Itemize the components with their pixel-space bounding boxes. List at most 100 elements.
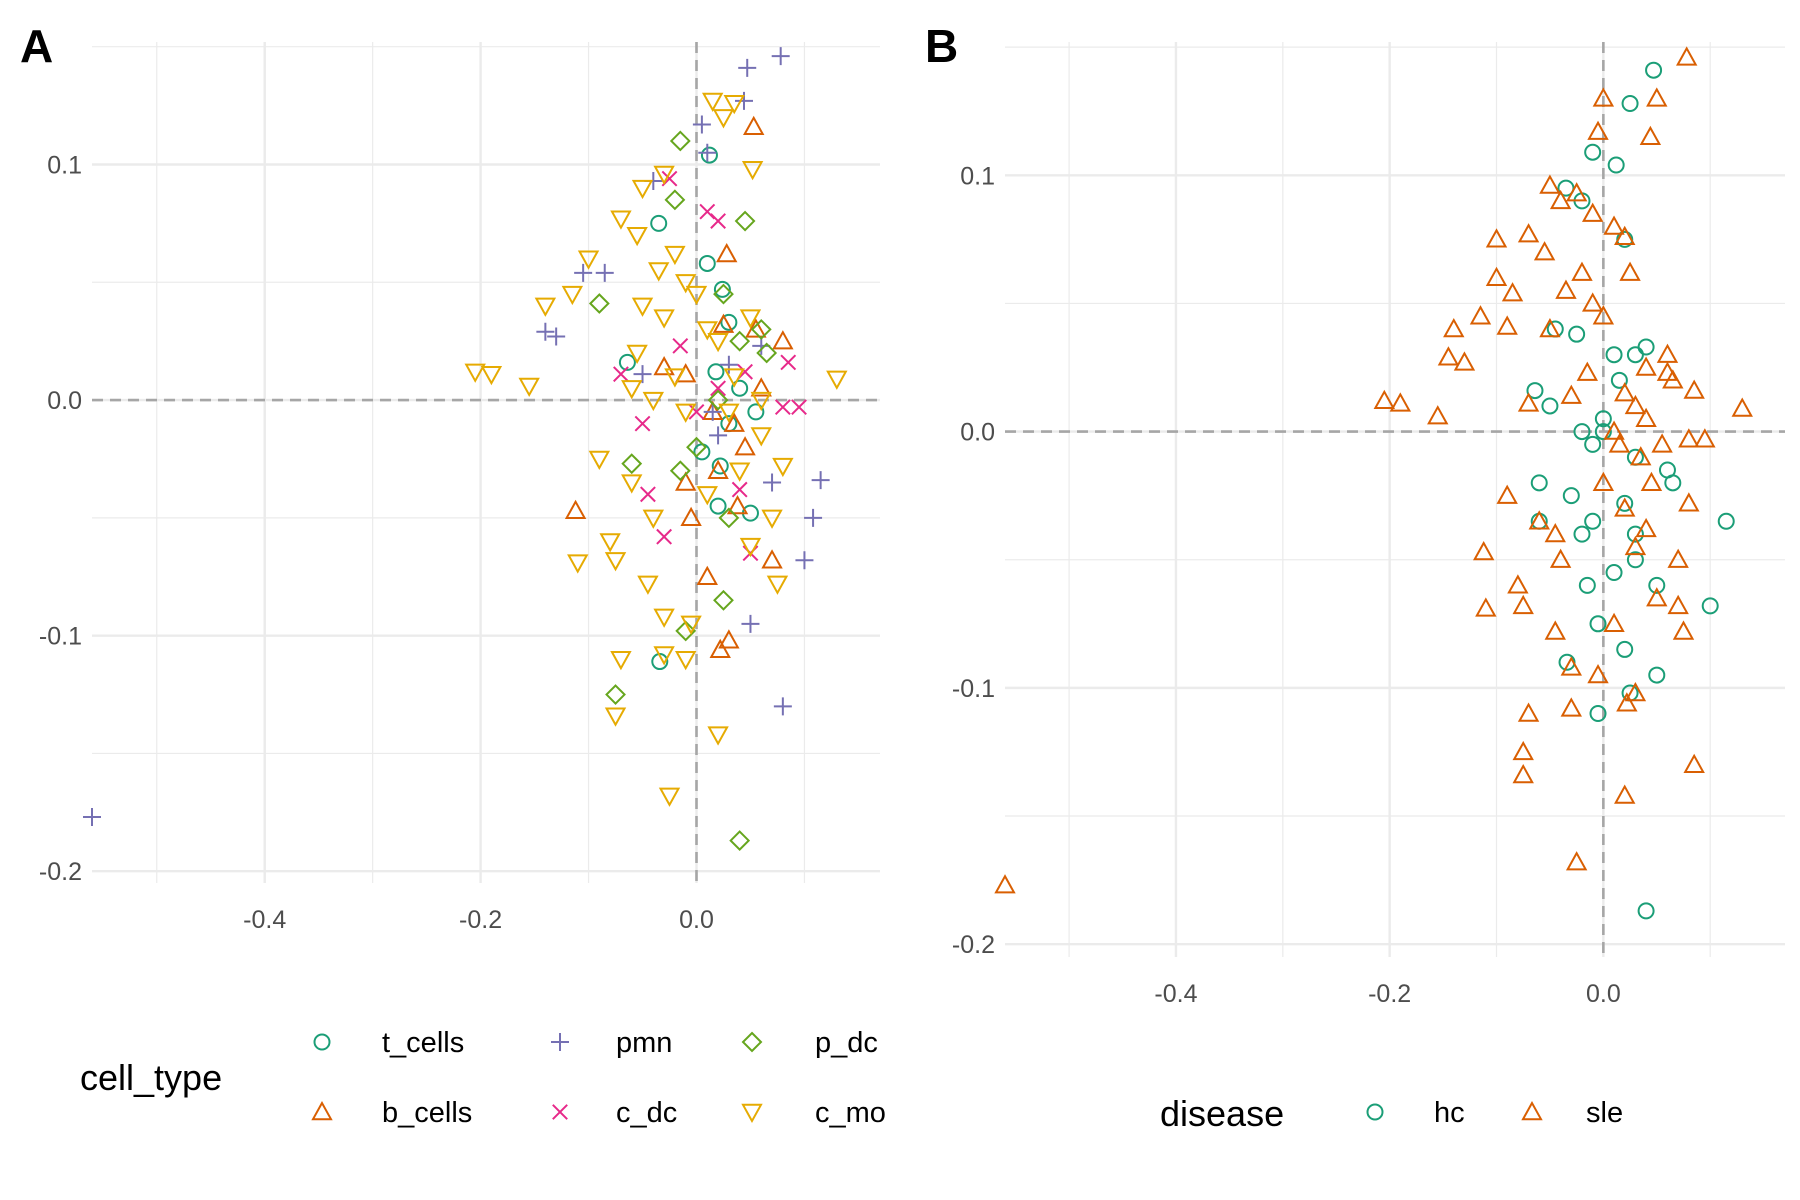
data-point-b-cells <box>743 115 765 136</box>
data-point-sle <box>1539 174 1561 194</box>
data-point-c-mo <box>718 403 740 423</box>
x-tick-label: -0.2 <box>459 906 502 934</box>
data-point-c-mo <box>648 262 670 282</box>
data-point-p-dc <box>718 507 740 529</box>
data-point-sle <box>1603 215 1625 235</box>
data-point-sle <box>1373 389 1396 410</box>
data-point-pmn <box>795 551 814 570</box>
data-point-sle <box>1389 392 1412 412</box>
data-point-sle <box>1667 548 1689 568</box>
data-point-hc <box>1607 156 1625 174</box>
data-point-c-mo <box>658 787 681 807</box>
data-point-c-mo <box>739 537 762 558</box>
data-point-t-cells <box>650 214 668 232</box>
data-point-p-dc <box>729 330 751 352</box>
data-point-b-cells <box>726 495 749 515</box>
data-point-sle <box>1549 189 1572 210</box>
data-point-c-mo <box>701 92 724 112</box>
data-point-t-cells <box>731 379 749 397</box>
data-point-c-mo <box>653 165 675 185</box>
legend-key-t-cells <box>313 1033 331 1051</box>
data-point-hc <box>1573 525 1591 543</box>
data-point-sle <box>1453 351 1476 371</box>
data-point-pmn <box>547 327 566 346</box>
y-tick-label: -0.2 <box>39 858 82 886</box>
panel-a-grid <box>92 42 880 883</box>
y-tick-label: -0.1 <box>39 623 82 651</box>
data-point-c-mo <box>664 368 686 388</box>
panel-b-y-tick-labels: -0.2 -0.1 0.0 0.1 <box>952 162 995 959</box>
data-point-b-cells <box>761 549 783 569</box>
data-point-p-dc <box>707 389 729 411</box>
legend-key-p-dc <box>741 1031 763 1053</box>
data-point-sle <box>1592 305 1615 325</box>
legend-label-sle: sle <box>1586 1097 1623 1129</box>
data-point-c-mo <box>534 297 557 317</box>
data-point-c-mo <box>610 210 632 230</box>
data-point-hc <box>1562 487 1580 505</box>
data-point-hc <box>1584 512 1602 530</box>
data-point-sle <box>1469 305 1492 325</box>
data-point-c-dc <box>774 399 791 416</box>
data-point-p-dc <box>713 589 734 611</box>
data-point-c-mo <box>621 380 643 400</box>
panel-b: B -0.4 -0.2 0.0 -0.2 -0.1 0.0 0.1 disease hc sl… <box>925 20 1785 1134</box>
data-point-sle <box>1608 433 1631 453</box>
data-point-sle <box>1624 394 1647 415</box>
data-point-sle <box>1512 594 1534 615</box>
legend-label-p-dc: p_dc <box>815 1027 878 1059</box>
data-point-pmn <box>595 263 614 282</box>
data-point-sle <box>1635 407 1657 427</box>
data-point-c-dc <box>780 354 797 371</box>
data-point-sle <box>1646 87 1668 107</box>
data-point-sle <box>1635 517 1657 538</box>
data-point-c-mo <box>696 321 718 341</box>
data-point-c-dc <box>731 481 748 498</box>
data-point-sle <box>1614 382 1636 402</box>
panel-a: A -0.4 -0.2 0.0 -0.2 -0.1 0.0 0.1 cell_type t_… <box>20 20 886 1129</box>
data-point-c-mo <box>766 575 789 595</box>
data-point-hc <box>1664 474 1682 492</box>
data-point-b-cells <box>723 412 745 432</box>
legend-key-c-mo <box>741 1103 763 1124</box>
data-point-hc <box>1541 397 1559 415</box>
data-point-hc <box>1605 564 1623 582</box>
data-point-pmn <box>698 143 717 162</box>
legend-key-b-cells <box>311 1100 333 1121</box>
data-point-c-mo <box>637 575 659 595</box>
data-point-sle <box>1630 446 1652 466</box>
data-point-c-mo <box>696 486 718 506</box>
data-point-t-cells <box>713 280 731 298</box>
data-point-hc <box>1645 61 1663 79</box>
data-point-hc <box>1526 382 1544 400</box>
x-tick-label: -0.4 <box>1154 980 1197 1008</box>
data-point-c-mo <box>750 391 772 412</box>
panel-b-reference-lines <box>1005 42 1785 957</box>
data-point-sle <box>1544 523 1566 543</box>
data-point-b-cells <box>707 459 729 479</box>
data-point-sle <box>1619 261 1641 281</box>
data-point-hc <box>1605 346 1623 364</box>
panel-a-reference-lines <box>92 42 880 883</box>
x-tick-label: 0.0 <box>679 906 714 934</box>
data-point-c-mo <box>653 309 675 329</box>
x-tick-label: -0.4 <box>243 906 286 934</box>
data-point-sle <box>1678 492 1700 512</box>
data-point-c-mo <box>739 309 762 329</box>
data-point-b-cells <box>712 313 735 333</box>
data-point-c-mo <box>664 245 686 266</box>
data-point-sle <box>1560 656 1583 676</box>
data-point-hc <box>1584 435 1602 453</box>
data-point-hc <box>1626 346 1644 364</box>
data-point-sle <box>1496 484 1518 504</box>
legend-key-pmn <box>551 1033 569 1051</box>
data-point-sle <box>1614 497 1636 517</box>
data-point-c-dc <box>710 213 726 229</box>
data-point-sle <box>1592 471 1615 492</box>
data-point-hc <box>1637 338 1655 356</box>
data-point-sle <box>1528 510 1550 530</box>
data-point-c-mo <box>604 552 627 572</box>
data-point-c-mo <box>653 608 675 628</box>
data-point-sle <box>1560 697 1583 717</box>
